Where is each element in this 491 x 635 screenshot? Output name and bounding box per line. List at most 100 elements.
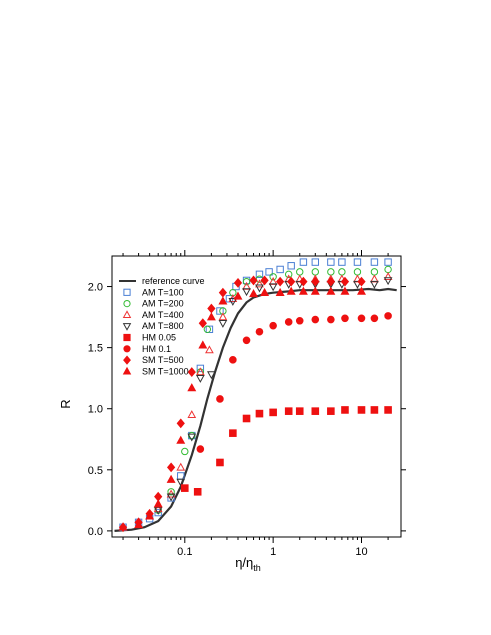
data-point	[196, 364, 205, 373]
legend-label: SM T=500	[142, 355, 184, 365]
reference-curve-line	[114, 287, 397, 532]
data-point	[260, 275, 269, 286]
data-point	[255, 409, 264, 418]
data-point	[295, 316, 304, 325]
data-point	[327, 315, 335, 324]
data-point	[255, 327, 264, 336]
data-point	[203, 325, 212, 334]
legend-swatch	[123, 300, 131, 308]
data-point	[193, 487, 202, 496]
legend-label: HM 0.1	[142, 344, 171, 354]
data-point	[249, 275, 258, 286]
data-point	[195, 374, 205, 383]
data-point	[284, 318, 293, 326]
data-point	[357, 314, 366, 323]
data-point	[198, 340, 208, 349]
data-point	[311, 258, 319, 266]
legend-label: SM T=1000	[142, 366, 189, 376]
data-point	[338, 268, 346, 276]
data-point	[276, 265, 284, 274]
data-point	[187, 367, 196, 377]
data-point	[260, 287, 270, 296]
data-point	[340, 276, 350, 287]
data-point	[269, 321, 277, 330]
plot-frame	[111, 255, 402, 538]
data-point	[299, 258, 308, 266]
data-point	[167, 488, 175, 496]
legend-label: AM T=400	[142, 310, 184, 320]
data-point	[118, 522, 128, 531]
data-point	[370, 274, 379, 283]
data-point	[383, 277, 393, 286]
data-point	[353, 280, 362, 289]
y-tick-label: 1.5	[88, 343, 103, 355]
data-point	[327, 258, 335, 266]
data-point	[218, 287, 228, 298]
legend-swatch	[122, 366, 132, 375]
data-point	[357, 276, 366, 287]
data-point	[181, 447, 189, 456]
data-point	[296, 268, 304, 276]
legend-swatch	[122, 323, 132, 331]
data-point	[205, 325, 214, 334]
data-point	[370, 406, 379, 414]
data-point	[269, 408, 277, 417]
data-point	[206, 312, 216, 321]
data-point	[298, 286, 308, 295]
data-point	[311, 407, 320, 415]
data-point	[370, 268, 379, 276]
data-point	[187, 410, 197, 419]
data-point	[357, 286, 366, 295]
data-point	[176, 462, 186, 471]
legend-label: HM 0.05	[142, 333, 176, 343]
data-point	[268, 283, 278, 292]
data-point	[216, 307, 224, 315]
data-point	[357, 406, 366, 414]
data-point	[166, 462, 176, 473]
data-point	[285, 270, 293, 279]
data-point	[287, 262, 295, 270]
data-point	[353, 268, 362, 276]
data-point	[153, 506, 163, 515]
data-point	[196, 445, 205, 453]
data-point	[286, 286, 296, 295]
data-point	[383, 272, 393, 280]
data-point	[353, 258, 362, 266]
data-point	[311, 276, 320, 287]
data-point	[176, 418, 185, 429]
data-point	[384, 312, 392, 320]
data-point	[229, 429, 237, 437]
data-point	[216, 458, 224, 467]
data-point	[310, 286, 320, 295]
legend-label: AM T=200	[142, 299, 184, 309]
legend-swatch	[123, 355, 131, 365]
x-tick-label: 1	[270, 546, 276, 558]
x-tick-label: 10	[355, 546, 367, 558]
data-point	[370, 280, 379, 289]
data-point	[311, 268, 319, 276]
data-point	[384, 265, 392, 274]
data-point	[153, 499, 163, 508]
data-point	[218, 296, 228, 305]
data-point	[265, 268, 273, 276]
data-point	[341, 406, 349, 414]
data-point	[187, 433, 197, 442]
data-point	[154, 508, 162, 517]
data-point	[299, 276, 308, 287]
legend-swatch	[123, 333, 131, 342]
data-point	[242, 277, 251, 286]
data-point	[176, 435, 186, 444]
data-point	[242, 414, 251, 423]
data-point	[229, 356, 237, 364]
data-point	[269, 273, 277, 281]
data-point	[228, 297, 238, 306]
data-point	[242, 281, 251, 290]
data-point	[255, 270, 264, 279]
x-axis-title-main: η/η	[235, 555, 253, 570]
data-point	[295, 407, 304, 415]
legend-swatch	[122, 310, 132, 319]
legend-label: reference curve	[142, 276, 205, 286]
data-point	[276, 276, 285, 287]
legend-label: AM T=100	[142, 287, 184, 297]
